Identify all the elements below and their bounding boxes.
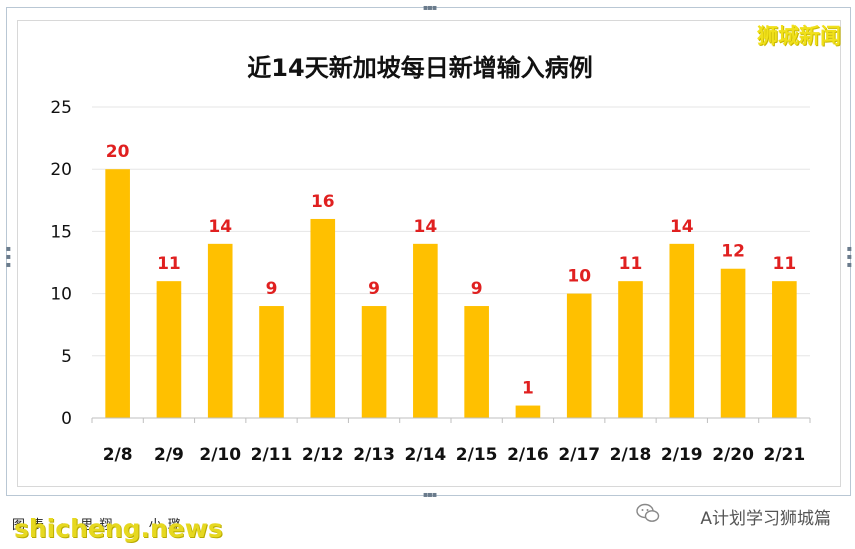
bar-2-20 bbox=[720, 268, 746, 418]
bar-2-14 bbox=[413, 243, 438, 418]
data-label: 9 bbox=[471, 279, 483, 299]
data-label: 12 bbox=[721, 242, 745, 262]
x-tick-label: 2/19 bbox=[661, 445, 703, 465]
bar-2-9 bbox=[156, 281, 182, 418]
bar-2-21 bbox=[772, 281, 797, 418]
bar-2-12 bbox=[310, 218, 336, 418]
y-tick-label: 0 bbox=[61, 409, 72, 429]
data-label: 14 bbox=[208, 217, 232, 237]
x-axis: 2/8 2/9 2/10 2/11 2/12 2/13 2/14 2/15 2/16 2/17 2/… bbox=[91, 417, 811, 465]
watermark-top-right: 狮城新闻 bbox=[757, 24, 841, 48]
data-label: 14 bbox=[670, 217, 694, 237]
bars bbox=[105, 169, 797, 418]
bar-2-18 bbox=[618, 281, 643, 418]
data-label: 9 bbox=[266, 279, 278, 299]
data-label: 16 bbox=[311, 192, 335, 212]
x-tick-label: 2/14 bbox=[405, 445, 447, 465]
y-tick-label: 20 bbox=[50, 160, 72, 180]
y-tick-label: 5 bbox=[61, 347, 72, 367]
y-tick-label: 15 bbox=[50, 222, 72, 242]
bar-2-11 bbox=[259, 306, 284, 418]
x-tick-label: 2/17 bbox=[558, 445, 600, 465]
x-tick-label: 2/8 bbox=[103, 445, 133, 465]
y-tick-label: 10 bbox=[50, 285, 72, 305]
x-tick-label: 2/11 bbox=[251, 445, 293, 465]
bar-2-16 bbox=[515, 405, 541, 418]
x-tick-label: 2/18 bbox=[610, 445, 652, 465]
data-label: 11 bbox=[157, 254, 181, 274]
data-label: 14 bbox=[414, 217, 438, 237]
bar-2-13 bbox=[361, 306, 387, 418]
x-tick-label: 2/13 bbox=[353, 445, 395, 465]
resize-handle-bottom[interactable]: ▪▪▪ bbox=[423, 490, 437, 499]
bar-2-10 bbox=[207, 243, 233, 418]
y-tick-label: 25 bbox=[50, 98, 72, 118]
data-label: 1 bbox=[522, 379, 534, 399]
y-axis: 0 5 10 15 20 25 bbox=[50, 98, 72, 429]
chart-area-border bbox=[17, 20, 841, 487]
x-tick-label: 2/21 bbox=[764, 445, 806, 465]
x-tick-label: 2/20 bbox=[712, 445, 754, 465]
resize-handle-top[interactable]: ▪▪▪ bbox=[423, 3, 437, 12]
x-tick-label: 2/15 bbox=[456, 445, 498, 465]
resize-handle-left[interactable]: ▪▪▪ bbox=[4, 244, 13, 268]
x-tick-label: 2/10 bbox=[199, 445, 241, 465]
data-label: 11 bbox=[619, 254, 643, 274]
footer-credit: 图表 · 思翔 · 小璐 bbox=[12, 518, 187, 533]
bar-2-17 bbox=[566, 293, 592, 418]
grid bbox=[92, 106, 810, 357]
x-tick-label: 2/9 bbox=[154, 445, 184, 465]
site-watermark: shicheng.news bbox=[14, 514, 223, 543]
bar-2-8 bbox=[105, 169, 130, 418]
wechat-icon bbox=[636, 503, 660, 522]
bar-2-15 bbox=[464, 306, 489, 418]
resize-handle-right[interactable]: ▪▪▪ bbox=[845, 244, 854, 268]
data-labels: 20 11 14 9 16 9 14 9 1 10 11 14 12 11 bbox=[106, 142, 796, 398]
x-tick-label: 2/12 bbox=[302, 445, 344, 465]
data-label: 11 bbox=[773, 254, 797, 274]
data-label: 10 bbox=[567, 267, 591, 287]
data-label: 9 bbox=[368, 279, 380, 299]
bar-2-19 bbox=[669, 243, 695, 418]
data-label: 20 bbox=[106, 142, 130, 162]
chart-title: 近14天新加坡每日新增输入病例 bbox=[247, 54, 592, 82]
wechat-account-label: A计划学习狮城篇 bbox=[700, 509, 831, 529]
x-tick-label: 2/16 bbox=[507, 445, 549, 465]
